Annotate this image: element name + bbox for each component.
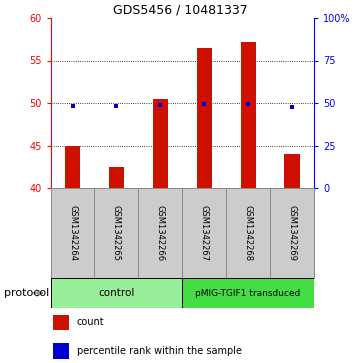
Bar (95, 188, 138, 278)
Text: percentile rank within the sample: percentile rank within the sample (77, 346, 242, 356)
Bar (182, 188, 226, 278)
Bar (240, 42, 256, 188)
Point (70, 103, 75, 109)
Text: protocol: protocol (4, 288, 49, 298)
Bar (153, 99, 168, 188)
Bar (51, 188, 95, 278)
Text: count: count (77, 317, 105, 327)
Bar (53, 315, 69, 330)
Bar (284, 154, 300, 188)
Bar (182, 278, 314, 308)
Bar (197, 48, 212, 188)
Point (157, 102, 163, 107)
Point (113, 103, 119, 109)
Bar (270, 188, 314, 278)
Text: GSM1342269: GSM1342269 (288, 205, 297, 261)
Point (201, 101, 207, 107)
Text: GSM1342264: GSM1342264 (68, 205, 77, 261)
Bar (109, 167, 124, 188)
Bar (53, 343, 69, 359)
Bar (51, 278, 182, 308)
Text: GSM1342266: GSM1342266 (156, 205, 165, 261)
Point (245, 101, 251, 107)
Text: GSM1342267: GSM1342267 (200, 205, 209, 261)
Bar (226, 188, 270, 278)
Point (289, 104, 295, 110)
Text: pMIG-TGIF1 transduced: pMIG-TGIF1 transduced (196, 289, 301, 298)
Text: GDS5456 / 10481337: GDS5456 / 10481337 (113, 4, 248, 17)
Text: control: control (98, 288, 135, 298)
Text: GSM1342268: GSM1342268 (244, 205, 253, 261)
Bar (65, 146, 80, 188)
Bar (138, 188, 182, 278)
Text: GSM1342265: GSM1342265 (112, 205, 121, 261)
